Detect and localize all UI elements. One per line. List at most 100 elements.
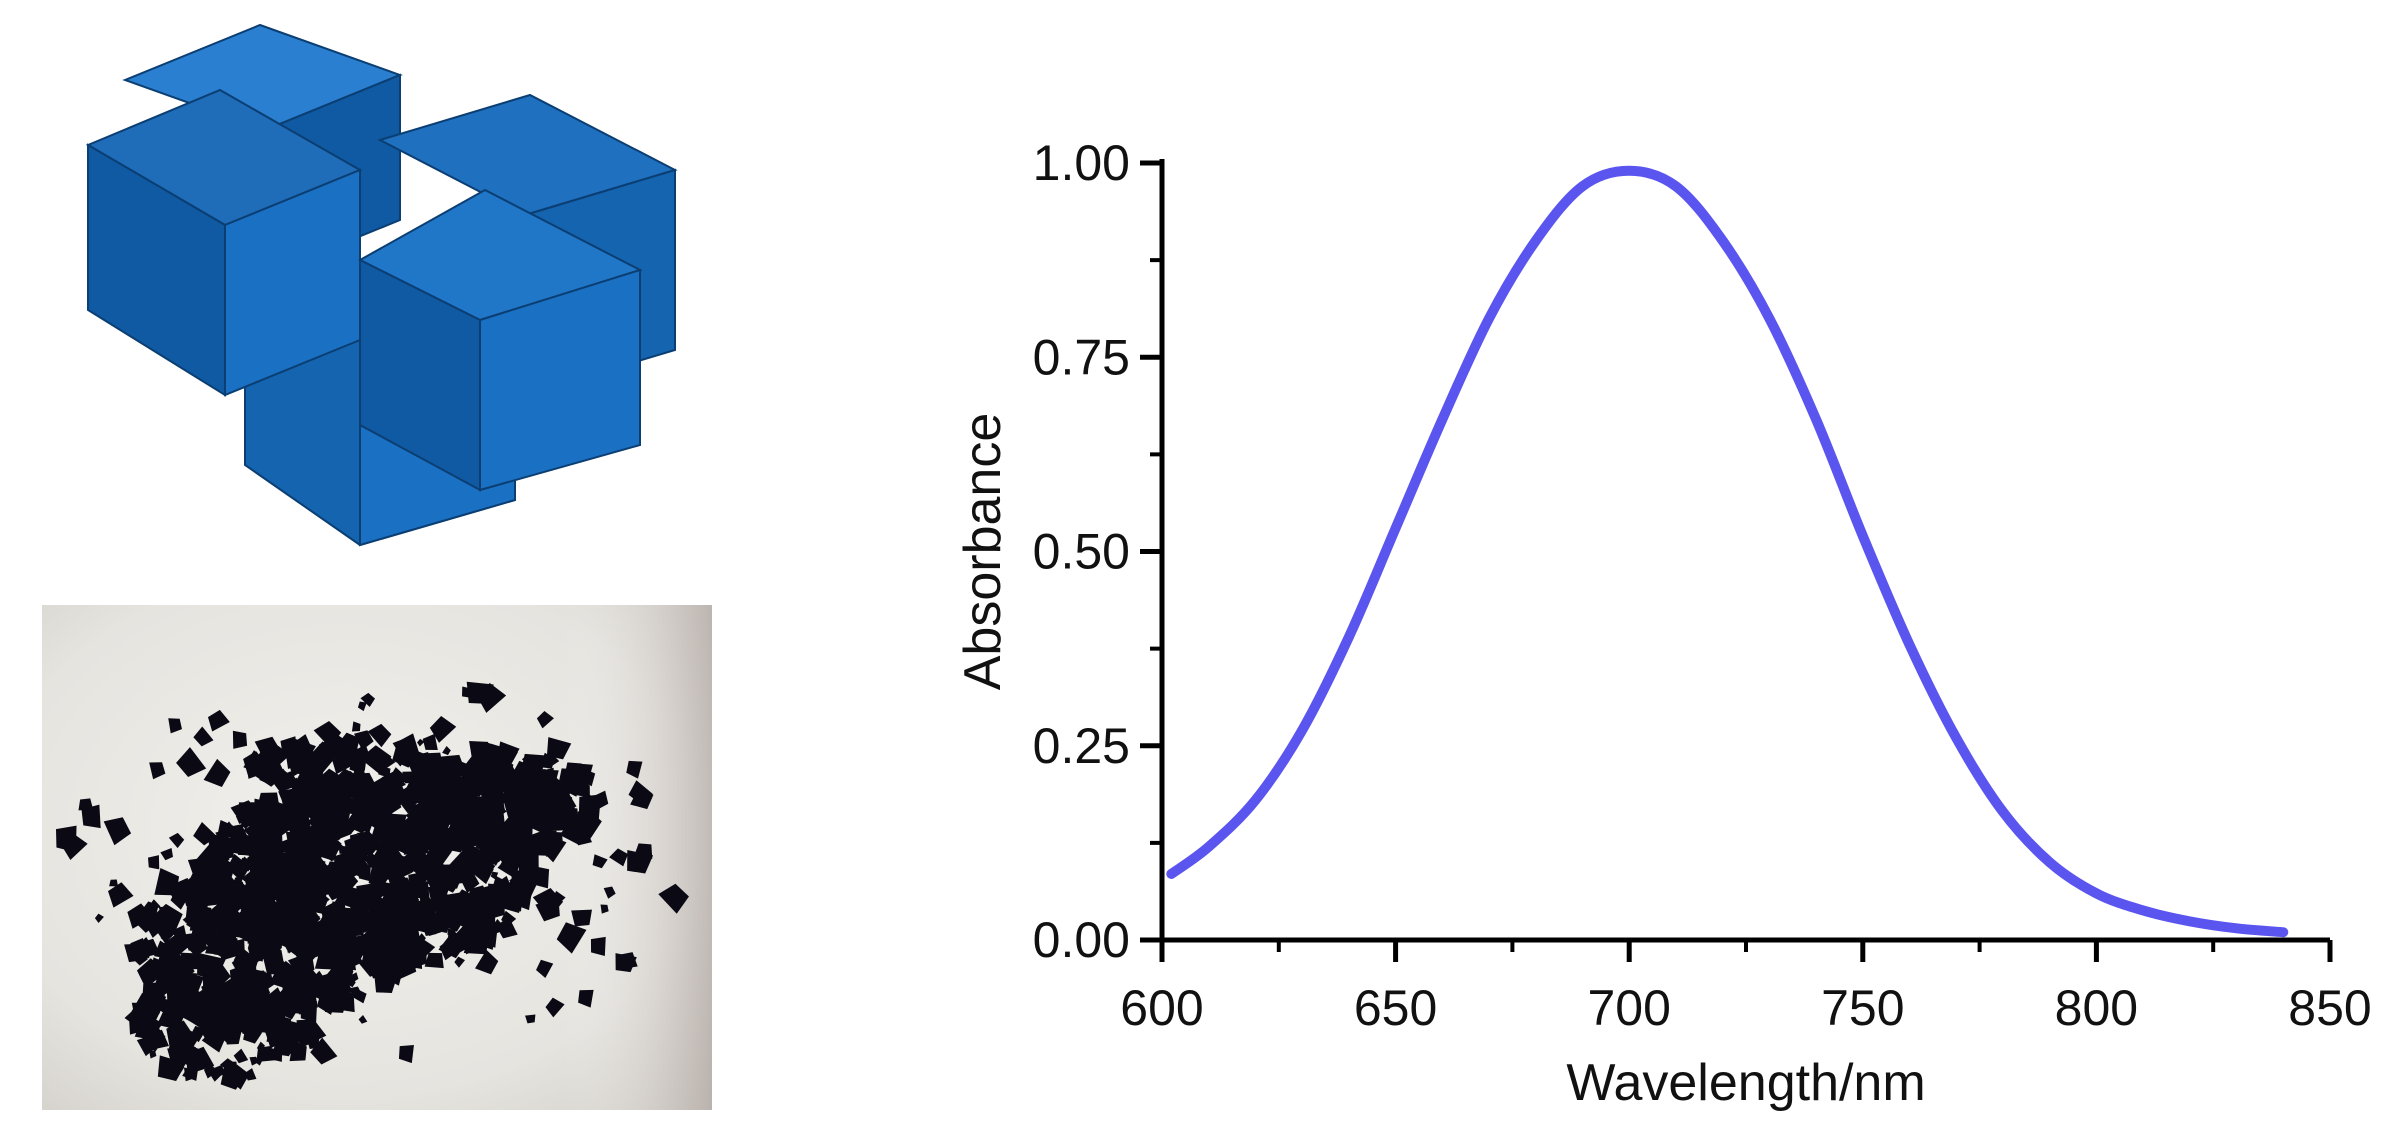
powder-flake: [196, 910, 216, 932]
powder-flake: [454, 833, 460, 841]
powder-flake: [370, 881, 385, 895]
powder-flake: [529, 805, 560, 837]
powder-flake: [609, 848, 629, 867]
powder-flake: [186, 915, 201, 930]
powder-flake: [348, 744, 371, 766]
powder-flake: [253, 855, 262, 865]
powder-flake: [330, 984, 342, 994]
powder-flake: [482, 859, 495, 872]
powder-flake: [489, 758, 512, 780]
powder-flake: [569, 820, 592, 844]
powder-flake: [224, 923, 240, 939]
powder-flake: [286, 917, 310, 942]
powder-flake: [271, 768, 296, 793]
powder-flake: [382, 844, 396, 858]
powder-flake: [109, 879, 119, 887]
powder-flake: [525, 1014, 536, 1024]
powder-flake: [366, 849, 374, 857]
powder-flake: [626, 760, 643, 779]
powder-flake: [381, 898, 405, 918]
powder-flake: [256, 1045, 276, 1063]
powder-flake: [185, 998, 195, 1007]
powder-flake: [351, 884, 378, 910]
cube-assembly-illustration: [85, 23, 678, 547]
powder-flake: [253, 919, 262, 926]
powder-flake: [176, 747, 207, 778]
powder-flake: [168, 963, 194, 984]
powder-flake: [280, 736, 298, 757]
powder-flake: [409, 759, 430, 780]
powder-flake: [147, 855, 160, 870]
powder-flake: [490, 871, 499, 880]
powder-flake: [160, 847, 174, 861]
powder-flake: [190, 1025, 207, 1043]
powder-flake: [419, 895, 430, 904]
powder-flake: [358, 1015, 368, 1024]
powder-flake: [461, 842, 473, 854]
powder-flake: [296, 739, 306, 748]
powder-flake: [366, 927, 376, 937]
powder-flake: [269, 960, 297, 990]
powder-flake: [200, 1020, 221, 1042]
powder-flake: [541, 781, 552, 792]
powder-flake: [301, 896, 316, 911]
powder-flake: [342, 891, 354, 906]
powder-flake: [571, 909, 592, 927]
powder-flake: [317, 866, 334, 883]
powder-flake: [252, 1008, 275, 1034]
powder-flake: [422, 733, 438, 751]
powder-flake: [466, 681, 494, 704]
powder-flake: [303, 741, 335, 774]
powder-flake: [464, 853, 485, 873]
powder-flake: [292, 996, 311, 1015]
powder-flake: [234, 875, 243, 884]
powder-flake: [307, 987, 315, 995]
powder-flake: [398, 1045, 414, 1064]
powder-flake: [345, 944, 366, 963]
powder-flake: [246, 846, 253, 853]
powder-flake: [177, 1052, 184, 1061]
powder-flake: [546, 737, 572, 760]
powder-flake: [216, 820, 233, 838]
powder-flake: [94, 913, 104, 923]
powder-flake: [343, 907, 351, 914]
cube-face: [479, 268, 641, 492]
powder-flake: [61, 832, 88, 861]
powder-flake: [496, 916, 518, 939]
y-tick-label: 0.00: [1033, 912, 1130, 968]
powder-flake: [423, 868, 447, 891]
powder-flake: [168, 832, 185, 849]
powder-flake: [348, 972, 359, 983]
x-tick-label: 600: [1120, 980, 1203, 1036]
powder-flake: [578, 989, 594, 1008]
powder-flake: [351, 721, 361, 732]
powder-flake: [445, 800, 475, 828]
powder-flake: [350, 902, 359, 911]
powder-flake: [259, 833, 283, 854]
powder-flake: [423, 918, 442, 936]
powder-flake: [333, 755, 351, 769]
powder-flake: [386, 767, 407, 789]
powder-flake: [244, 875, 262, 892]
powder-flake: [385, 888, 394, 897]
powder-flake: [78, 798, 94, 811]
powder-flake: [247, 885, 273, 913]
powder-flake: [149, 1050, 157, 1059]
powder-flake: [496, 875, 511, 891]
powder-flake: [179, 995, 210, 1025]
powder-flake: [417, 777, 447, 806]
powder-flake: [232, 730, 248, 749]
powder-flake: [381, 923, 405, 944]
powder-flake: [388, 829, 406, 843]
powder-flake: [429, 715, 457, 743]
axis-ticks: [1140, 160, 2333, 962]
powder-flake: [510, 897, 521, 907]
powder-flake: [341, 736, 358, 752]
powder-flake: [458, 761, 478, 780]
powder-flake: [293, 901, 302, 911]
powder-flake: [350, 986, 362, 998]
powder-flake: [103, 817, 132, 846]
powder-flake: [165, 877, 192, 903]
powder-flake: [81, 804, 101, 829]
powder-flake: [250, 948, 261, 959]
